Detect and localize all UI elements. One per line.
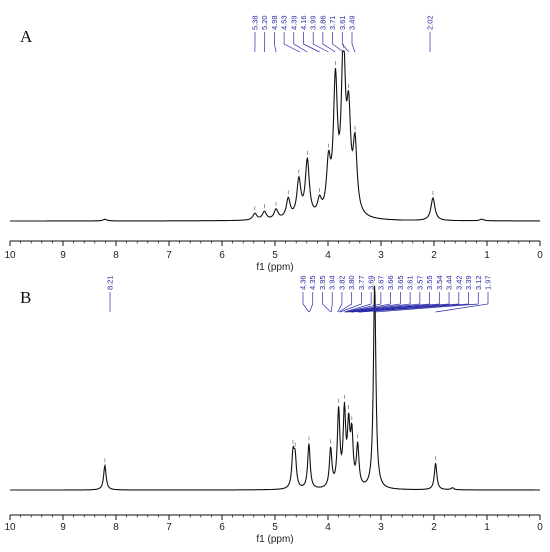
peak-label-leader — [337, 292, 343, 313]
peak-label: 3.55 — [425, 275, 434, 290]
x-tick-label: 8 — [113, 250, 119, 261]
peak-label: 3.12 — [474, 275, 483, 290]
peak-label-leader — [302, 292, 310, 313]
panel-label: A — [20, 27, 33, 46]
peak-label-leader — [338, 292, 353, 313]
spectrum-line — [10, 50, 540, 222]
peak-label: 4.35 — [308, 275, 317, 290]
x-tick-label: 7 — [166, 522, 172, 533]
x-tick-label: 10 — [4, 250, 16, 261]
peak-label: 3.65 — [396, 275, 405, 290]
x-tick-label: 2 — [431, 250, 437, 261]
peak-label-leader — [352, 292, 440, 313]
peak-label-leader — [303, 32, 320, 53]
peak-label: 3.80 — [347, 275, 356, 290]
peak-label-leader — [312, 32, 329, 53]
x-tick-label: 3 — [378, 250, 384, 261]
peak-labels-right: 4.36 4.35 3.95 3.94 3.82 3.80 3.77 3.69 3.67 3.66… — [299, 275, 493, 313]
x-axis: 10 9 8 7 6 5 4 3 2 1 0f1 (ppm) — [4, 240, 543, 273]
x-axis-label: f1 (ppm) — [256, 262, 293, 273]
peak-label: 3.95 — [318, 275, 327, 290]
peak-label: 4.36 — [299, 275, 308, 290]
peak-label-leader — [341, 32, 349, 53]
peak-labels-2: 2.02 — [426, 15, 435, 52]
peak-label: 3.42 — [454, 275, 463, 290]
x-tick-label: 0 — [537, 250, 543, 261]
x-axis-label: f1 (ppm) — [256, 534, 293, 545]
x-tick-label: 4 — [325, 250, 331, 261]
x-tick-label: 5 — [272, 522, 278, 533]
peak-label-leader — [274, 32, 277, 53]
panel-b: B10 9 8 7 6 5 4 3 2 1 0f1 (ppm)8.21 4.36 4.35 3.95 3.9… — [4, 275, 543, 545]
peak-label-leader — [322, 292, 331, 313]
peak-labels-left: 8.21 — [106, 275, 115, 312]
peak-label-leader — [293, 32, 308, 53]
peak-label: 3.49 — [348, 15, 357, 30]
peak-label: 2.02 — [426, 15, 435, 30]
x-tick-label: 8 — [113, 522, 119, 533]
peak-label-leader — [309, 292, 314, 313]
x-tick-label: 6 — [219, 522, 225, 533]
peak-label-leader — [344, 292, 372, 313]
peak-label-leader — [330, 292, 333, 313]
peak-label: 3.94 — [328, 275, 337, 290]
x-tick-label: 0 — [537, 522, 543, 533]
peak-label: 5.38 — [251, 15, 260, 30]
peak-label-leader — [345, 292, 382, 313]
peak-label-leader — [351, 32, 356, 53]
peak-label-leader — [374, 292, 479, 313]
x-axis: 10 9 8 7 6 5 4 3 2 1 0f1 (ppm) — [4, 514, 543, 545]
peak-label: 3.77 — [357, 275, 366, 290]
panel-a: A10 9 8 7 6 5 4 3 2 1 0f1 (ppm)5.38 5.20 4.98 4.53 4.3… — [4, 15, 543, 273]
peak-label: 4.39 — [289, 15, 298, 30]
x-tick-label: 2 — [431, 522, 437, 533]
x-tick-label: 1 — [484, 522, 490, 533]
x-tick-label: 9 — [60, 250, 66, 261]
peak-label-leader — [283, 32, 301, 53]
x-tick-label: 5 — [272, 250, 278, 261]
peak-label-leader — [346, 292, 401, 313]
peak-label-leader — [322, 32, 336, 53]
peak-label-leader — [360, 292, 469, 313]
peak-label: 3.86 — [318, 15, 327, 30]
x-tick-label: 1 — [484, 250, 490, 261]
peak-label: 3.71 — [328, 15, 337, 30]
peak-label-leader — [435, 292, 489, 313]
peak-label: 3.44 — [445, 275, 454, 290]
peak-label: 1.97 — [484, 275, 493, 290]
peak-label-leader — [345, 292, 391, 313]
panel-label: B — [20, 288, 31, 307]
peak-label: 4.16 — [299, 15, 308, 30]
x-tick-label: 7 — [166, 250, 172, 261]
x-tick-label: 9 — [60, 522, 66, 533]
peak-labels-main: 5.38 5.20 4.98 4.53 4.39 4.16 3.99 3.86 3.71 3.61… — [251, 15, 357, 53]
peak-label-leader — [340, 292, 362, 313]
peak-label: 5.20 — [260, 15, 269, 30]
peak-label: 3.54 — [435, 275, 444, 290]
peak-label: 8.21 — [106, 275, 115, 290]
x-tick-label: 3 — [378, 522, 384, 533]
x-tick-label: 4 — [325, 522, 331, 533]
peak-label: 4.53 — [280, 15, 289, 30]
peak-label: 3.39 — [464, 275, 473, 290]
peak-label: 3.66 — [386, 275, 395, 290]
spectrum-line — [10, 285, 540, 491]
x-tick-label: 6 — [219, 250, 225, 261]
peak-label-leader — [332, 32, 344, 53]
x-tick-label: 10 — [4, 522, 16, 533]
peak-label: 3.69 — [367, 275, 376, 290]
peak-label: 3.99 — [309, 15, 318, 30]
peak-label: 3.82 — [337, 275, 346, 290]
peak-label-leader — [350, 292, 421, 313]
peak-label: 3.67 — [376, 275, 385, 290]
peak-label: 3.61 — [338, 15, 347, 30]
peak-label: 3.61 — [406, 275, 415, 290]
peak-label: 3.57 — [415, 275, 424, 290]
peak-label-leader — [348, 292, 411, 313]
peak-label: 4.98 — [270, 15, 279, 30]
